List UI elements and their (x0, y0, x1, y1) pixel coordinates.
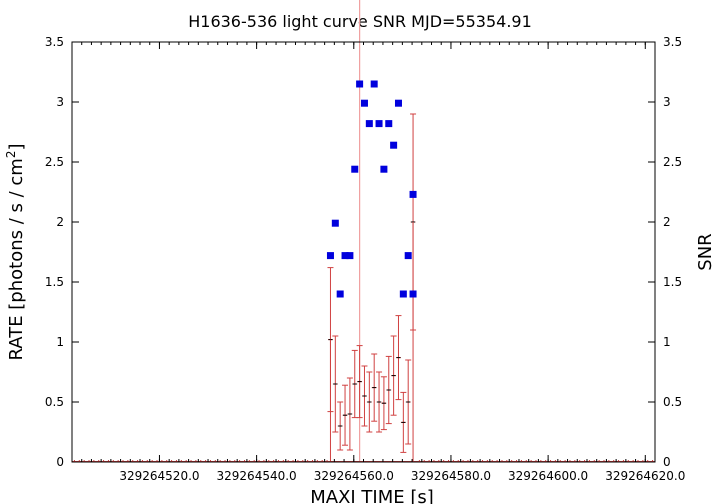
y2-tick-label: 2.5 (663, 155, 682, 169)
y2-tick-label: 1 (663, 335, 671, 349)
snr-point (346, 252, 354, 260)
snr-point (404, 252, 412, 260)
snr-point (390, 141, 398, 149)
y2-tick-label: 0 (663, 455, 671, 469)
y-tick-label: 3.5 (45, 35, 64, 49)
y2-tick-label: 1.5 (663, 275, 682, 289)
y-axis-label-superscript: 2 (4, 151, 18, 159)
y2-tick-label: 3 (663, 95, 671, 109)
snr-point (331, 219, 339, 227)
snr-point (351, 165, 359, 173)
snr-point (375, 120, 383, 128)
y2-tick-label: 3.5 (663, 35, 682, 49)
x-axis-label: MAXI TIME [s] (310, 487, 434, 504)
y-tick-label: 1.5 (45, 275, 64, 289)
y-axis-label-main: RATE [photons / s / cm (6, 158, 27, 360)
x-tick-label: 329264580.0 (411, 469, 491, 483)
y-tick-label: 1 (56, 335, 64, 349)
snr-point (336, 290, 344, 298)
snr-point (365, 120, 373, 128)
y-tick-label: 2.5 (45, 155, 64, 169)
x-tick-label: 329264600.0 (508, 469, 588, 483)
x-tick-label: 329264520.0 (119, 469, 199, 483)
y-tick-label: 3 (56, 95, 64, 109)
snr-point (356, 80, 364, 88)
x-tick-label: 329264620.0 (605, 469, 685, 483)
axis-ticks: 329264520.0 329264540.0 329264560.0 3292645… (45, 35, 685, 483)
snr-point (341, 252, 349, 260)
y2-tick-label: 2 (663, 215, 671, 229)
data-layer (72, 0, 655, 462)
y-axis-label-close: ] (6, 143, 27, 150)
snr-point (380, 165, 388, 173)
y-tick-label: 2 (56, 215, 64, 229)
snr-point (385, 120, 393, 128)
y-axis-label: RATE [photons / s / cm2] (4, 143, 27, 360)
snr-point (409, 290, 417, 298)
x-tick-label: 329264560.0 (314, 469, 394, 483)
snr-point (394, 99, 402, 107)
snr-point (360, 99, 368, 107)
snr-point (409, 190, 417, 198)
x-tick-label: 329264540.0 (217, 469, 297, 483)
snr-point (399, 290, 407, 298)
y2-axis-label: SNR (695, 233, 716, 270)
snr-point (370, 80, 378, 88)
y-tick-label: 0 (56, 455, 64, 469)
snr-point (326, 252, 334, 260)
y-tick-label: 0.5 (45, 395, 64, 409)
y2-tick-label: 0.5 (663, 395, 682, 409)
